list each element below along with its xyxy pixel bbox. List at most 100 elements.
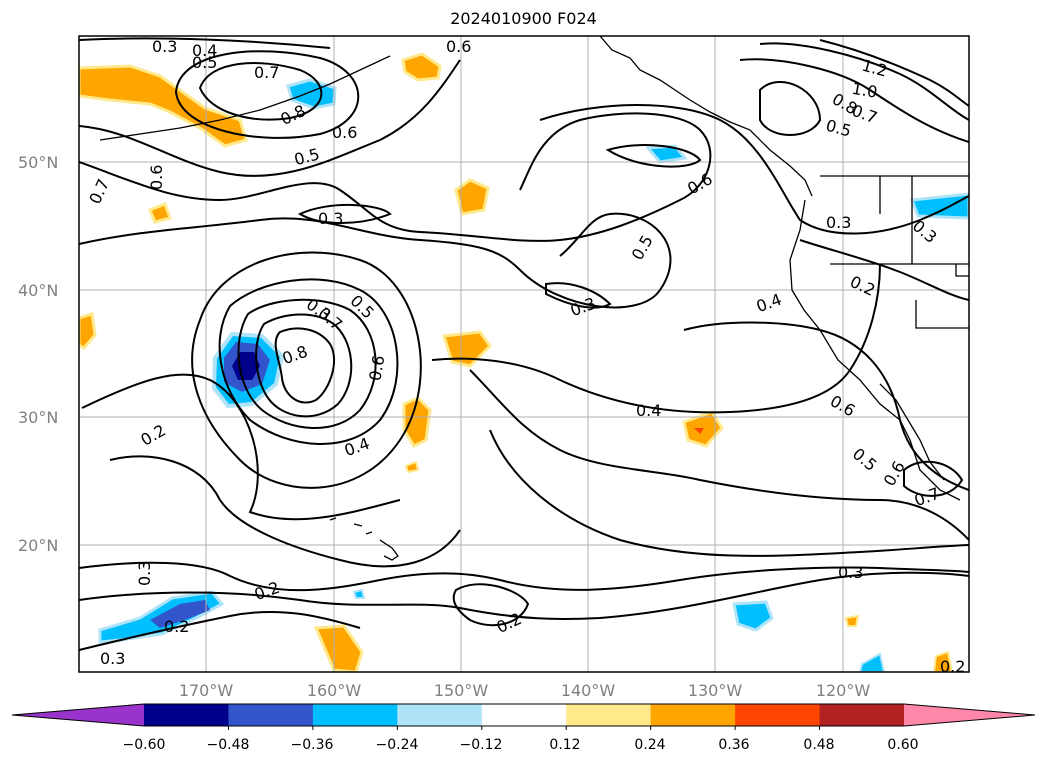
contour-label: 0.3 [100,649,125,668]
contour [191,251,422,489]
coastlines [99,36,969,561]
contour-label: 0.7 [254,63,279,82]
colorbar-segment [397,704,483,726]
contour-label: 0.3 [568,294,598,321]
colorbar-segment [735,704,821,726]
colorbar-tick-label: −0.60 [122,737,166,753]
colorbar-segment [819,704,905,726]
contour-label: 1.2 [860,56,890,81]
colorbar-tick-label: −0.48 [206,737,250,753]
lat-label-30n: 30°N [18,408,59,427]
contour-label: 0.4 [342,434,372,461]
contour-label: 0.3 [826,213,851,232]
contour [79,37,331,49]
patch-orange [404,460,420,474]
contour [255,313,353,418]
contour [605,144,702,168]
lon-label-130w: 130°W [687,681,743,700]
contour [79,571,969,620]
contour [174,50,360,139]
contour [539,104,969,235]
lon-label-120w: 120°W [815,681,871,700]
contour [79,610,361,651]
colorbar-extend-low [12,704,144,726]
contour-label: 0.3 [838,563,863,582]
state-border [830,176,969,329]
colorbar-tick-label: 0.24 [634,737,666,753]
patch-orange [844,614,860,627]
contour-label: 0.4 [636,401,661,420]
map-title: 2024010900 F024 [450,9,597,28]
lat-label-20n: 20°N [18,536,59,555]
patch-orange [148,202,172,224]
contour [79,59,461,177]
contour [739,58,969,143]
patch-orange [313,624,364,672]
contour-label: 0.6 [365,354,388,382]
contour-label: 0.6 [446,37,471,56]
contour [799,239,969,301]
contour-label: 0.6 [827,391,859,420]
contour-label: 0.6 [147,165,166,190]
contour [819,39,969,107]
contour [469,369,969,541]
patch-blue [858,652,886,672]
lon-label-170w: 170°W [178,681,234,700]
contour [489,429,969,557]
contour-label: 0.5 [849,444,881,475]
contour-label: 0.4 [192,41,217,60]
colorbar-tick-label: 0.60 [887,737,919,753]
patch-orange [79,312,97,350]
colorbar [11,703,1036,730]
contour [683,321,969,491]
contour [297,204,392,224]
contour [759,80,822,136]
contour-label: 0.5 [192,53,217,72]
contour-label: 0.5 [346,291,377,322]
colorbar-tick-label: −0.36 [290,737,334,753]
contour-label: 0.7 [85,176,113,207]
colorbar-segment [481,704,567,726]
patch-blue [909,192,969,220]
contour-label: 0.3 [318,209,343,228]
contour [79,561,969,592]
contour [218,278,399,445]
patch-orange [402,396,432,448]
lat-label-40n: 40°N [18,281,59,300]
lon-label-160w: 160°W [306,681,362,700]
lon-label-140w: 140°W [560,681,616,700]
colorbar-tick-label: −0.24 [375,737,419,753]
contour-label: 0.4 [754,290,784,317]
patch-orange [401,52,442,82]
colorbar-tick-label: −0.12 [459,737,503,753]
contour [545,282,612,309]
contour-label: 0.7 [849,101,879,128]
shaded-anomaly-patches [79,52,969,672]
contour [237,298,377,429]
patch-orange [932,650,954,672]
contour [109,455,461,568]
contour [79,212,672,309]
colorbar-tick-label: 0.12 [549,737,581,753]
alaska-coast [599,36,813,197]
lat-label-50n: 50°N [18,153,59,172]
contour-lines [79,37,969,651]
contour-label: 1.0 [850,79,878,102]
colorbar-tick-label: 0.36 [718,737,750,753]
contour [452,583,530,627]
colorbar-segment [312,704,398,726]
contour [903,460,964,497]
patch-mid-blue [150,600,210,628]
contour [79,112,712,242]
contour-label: 0.3 [135,561,154,586]
contour [274,327,335,404]
hawaii-islands [329,517,399,561]
contour-label: 0.2 [494,609,525,637]
contour-label: 0.2 [137,420,169,449]
patch-orange [79,64,248,148]
patch-orange [442,330,492,368]
contour-label: 0.3 [152,37,177,56]
contour [431,263,881,414]
contour-label: 0.5 [628,232,657,264]
